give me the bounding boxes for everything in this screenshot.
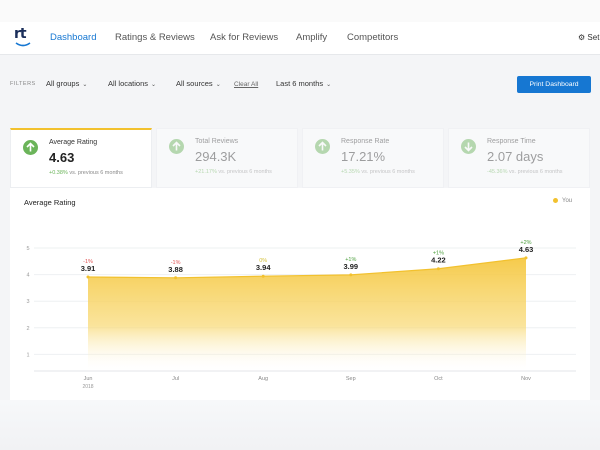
data-change-label: -1% xyxy=(83,259,93,265)
card-change-note: vs. previous 6 months xyxy=(69,170,123,176)
arrow-up-icon xyxy=(315,139,330,154)
data-value-label: 3.94 xyxy=(256,263,271,272)
logo[interactable]: rt xyxy=(14,26,32,50)
card-value: 17.21% xyxy=(341,149,386,164)
data-point[interactable] xyxy=(524,256,528,260)
locations-filter-label: All locations xyxy=(108,79,149,88)
card-title: Response Rate xyxy=(341,138,390,145)
print-dashboard-button[interactable]: Print Dashboard xyxy=(517,76,591,93)
groups-filter-label: All groups xyxy=(46,79,80,88)
card-change-note: vs. previous 6 months xyxy=(218,169,272,175)
card-total-reviews[interactable]: Total Reviews 294.3K +21.17% vs. previou… xyxy=(156,128,298,188)
data-value-label: 4.63 xyxy=(519,245,534,254)
data-value-label: 3.91 xyxy=(81,264,96,273)
chevron-down-icon: ⌄ xyxy=(326,82,332,88)
card-response-time[interactable]: Response Time 2.07 days -45.36% vs. prev… xyxy=(448,128,590,188)
chevron-down-icon: ⌄ xyxy=(151,82,157,88)
data-point[interactable] xyxy=(261,274,265,278)
average-rating-chart-panel: Average Rating You 3.91 -1% 3.88 -1% 3.94 0% 3… xyxy=(10,188,590,400)
arrow-up-icon xyxy=(169,139,184,154)
card-change-pct: -45.36% xyxy=(487,169,508,175)
card-value: 2.07 days xyxy=(487,149,544,164)
average-rating-chart: 3.91-1%3.88-1%3.940%3.99+1% 4.22+1% 4.63+2… xyxy=(26,240,576,390)
nav-dashboard[interactable]: Dashboard xyxy=(50,32,97,43)
locations-filter[interactable]: All locations ⌄ xyxy=(108,77,156,90)
x-tick-label: Jul xyxy=(172,376,179,382)
card-response-rate[interactable]: Response Rate 17.21% +5.35% vs. previous… xyxy=(302,128,444,188)
arrow-down-icon xyxy=(461,139,476,154)
metric-cards: Average Rating 4.63 +0.38% vs. previous … xyxy=(10,128,590,188)
chart-title: Average Rating xyxy=(24,198,76,207)
logo-swoosh-icon xyxy=(15,42,31,47)
data-point[interactable] xyxy=(86,275,90,279)
x-tick-label: Sep xyxy=(346,376,356,382)
x-tick-label: Aug xyxy=(258,376,268,382)
card-change: -45.36% vs. previous 6 months xyxy=(487,169,563,175)
data-value-label: 3.99 xyxy=(343,262,358,271)
period-filter[interactable]: Last 6 months ⌄ xyxy=(276,77,331,90)
page-footer-area xyxy=(0,400,600,450)
rating-area xyxy=(88,257,526,371)
card-change: +21.17% vs. previous 6 months xyxy=(195,169,272,175)
nav-amplify[interactable]: Amplify xyxy=(296,32,328,43)
y-tick-label: 4 xyxy=(26,273,29,279)
period-filter-label: Last 6 months xyxy=(276,79,324,88)
card-change-note: vs. previous 6 months xyxy=(361,169,415,175)
settings-label: Set xyxy=(587,33,600,42)
y-tick-label: 2 xyxy=(26,326,29,332)
clear-all-link[interactable]: Clear All xyxy=(234,81,259,88)
card-value: 294.3K xyxy=(195,149,237,164)
y-tick-label: 5 xyxy=(26,246,29,252)
card-value: 4.63 xyxy=(49,150,75,165)
data-value-label: 4.22 xyxy=(431,256,446,265)
data-point[interactable] xyxy=(349,273,353,277)
nav-competitors[interactable]: Competitors xyxy=(347,32,399,43)
top-strip xyxy=(0,0,600,22)
rating-line xyxy=(87,257,527,279)
card-title: Average Rating xyxy=(49,139,98,146)
top-nav: rt Dashboard Ratings & Reviews Ask for R… xyxy=(0,22,600,55)
data-point[interactable] xyxy=(436,267,440,271)
y-tick-label: 3 xyxy=(26,299,29,305)
data-change-label: -1% xyxy=(171,260,181,266)
x-tick-label: Oct xyxy=(434,376,443,382)
data-change-label: 0% xyxy=(259,258,267,264)
legend-dot-icon xyxy=(553,198,558,203)
groups-filter[interactable]: All groups ⌄ xyxy=(46,77,87,90)
x-tick-label: Nov xyxy=(521,376,531,382)
logo-text: rt xyxy=(14,26,27,42)
card-change-note: vs. previous 6 months xyxy=(509,169,563,175)
chart-legend[interactable]: You xyxy=(553,198,572,204)
gear-icon: ⚙ xyxy=(578,33,586,42)
card-change-pct: +0.38% xyxy=(49,170,68,176)
card-title: Total Reviews xyxy=(195,138,239,145)
card-average-rating[interactable]: Average Rating 4.63 +0.38% vs. previous … xyxy=(10,128,152,188)
chevron-down-icon: ⌄ xyxy=(215,82,221,88)
nav-ask-for-reviews[interactable]: Ask for Reviews xyxy=(210,32,279,43)
chevron-down-icon: ⌄ xyxy=(82,82,88,88)
x-year-label: 2018 xyxy=(82,384,93,390)
card-change-pct: +21.17% xyxy=(195,169,217,175)
x-tick-label: Jun xyxy=(84,376,93,382)
card-change-pct: +5.35% xyxy=(341,169,360,175)
data-value-label: 3.88 xyxy=(168,265,183,274)
data-change-label: +1% xyxy=(433,251,444,257)
settings-link[interactable]: ⚙ Set xyxy=(578,33,599,42)
sources-filter-label: All sources xyxy=(176,79,213,88)
nav-ratings-reviews[interactable]: Ratings & Reviews xyxy=(115,32,195,43)
sources-filter[interactable]: All sources ⌄ xyxy=(176,77,221,90)
card-title: Response Time xyxy=(487,138,536,145)
legend-label: You xyxy=(562,198,573,205)
card-change: +5.35% vs. previous 6 months xyxy=(341,169,415,175)
data-change-label: +1% xyxy=(345,257,356,263)
y-tick-label: 1 xyxy=(26,352,29,358)
data-point[interactable] xyxy=(174,276,178,280)
filters-label: FILTERS xyxy=(10,81,36,87)
arrow-up-icon xyxy=(23,140,38,155)
card-change: +0.38% vs. previous 6 months xyxy=(49,170,123,176)
data-change-label: +2% xyxy=(520,240,531,246)
